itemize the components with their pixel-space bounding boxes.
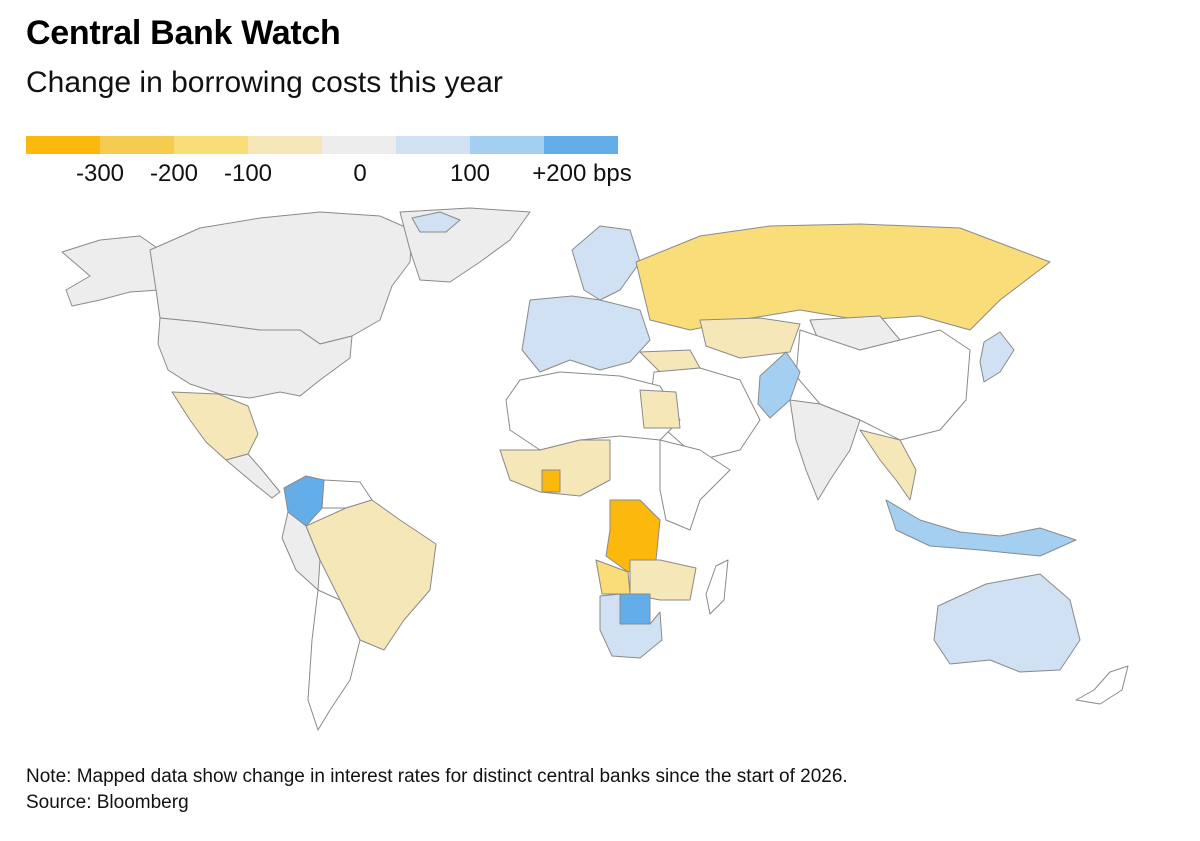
legend-label: 100 (449, 160, 491, 187)
legend-label: -100 (223, 160, 273, 187)
region-central-america (225, 453, 281, 499)
region-mexico (171, 391, 259, 461)
legend-label: 0 (353, 160, 367, 187)
legend-swatch (396, 136, 470, 154)
region-east-africa (659, 439, 731, 531)
chart-subtitle: Change in borrowing costs this year (26, 66, 503, 99)
chart-note: Note: Mapped data show change in interes… (26, 766, 848, 787)
region-new-zealand (1075, 665, 1129, 705)
legend-label: +200 bps (532, 160, 632, 187)
legend-label: -300 (75, 160, 125, 187)
region-west-africa (499, 439, 611, 497)
region-russia (635, 223, 1051, 331)
region-argentina (307, 589, 361, 731)
legend-swatch (248, 136, 322, 154)
region-india (789, 399, 861, 501)
region-southeast-asia (859, 429, 917, 501)
legend-swatch (174, 136, 248, 154)
region-brazil (305, 499, 437, 651)
region-ghana (541, 469, 561, 493)
region-scandinavia (571, 225, 641, 301)
region-usa (157, 317, 353, 399)
region-kazakhstan (699, 317, 801, 359)
legend-swatch (544, 136, 618, 154)
region-south-africa (599, 593, 663, 659)
chart-footer: Note: Mapped data show change in interes… (26, 764, 848, 816)
region-europe (521, 295, 651, 373)
chart-source: Source: Bloomberg (26, 792, 189, 813)
region-iceland (411, 211, 461, 233)
world-map (0, 200, 1200, 740)
legend-label: -200 (149, 160, 199, 187)
region-madagascar (705, 559, 729, 615)
region-australia (933, 573, 1081, 673)
region-botswana (619, 593, 651, 625)
region-north-africa (505, 371, 681, 451)
legend-swatch (100, 136, 174, 154)
region-japan (979, 331, 1015, 383)
legend-swatch (26, 136, 100, 154)
region-egypt (639, 389, 681, 429)
legend-swatch (470, 136, 544, 154)
region-china (795, 329, 971, 441)
color-legend: -300 -200 -100 0 100 +200 bps (26, 136, 632, 196)
region-indonesia (885, 499, 1077, 557)
legend-color-scale (26, 136, 626, 154)
chart-title: Central Bank Watch (26, 14, 341, 52)
legend-swatch (322, 136, 396, 154)
region-alaska (61, 235, 161, 307)
